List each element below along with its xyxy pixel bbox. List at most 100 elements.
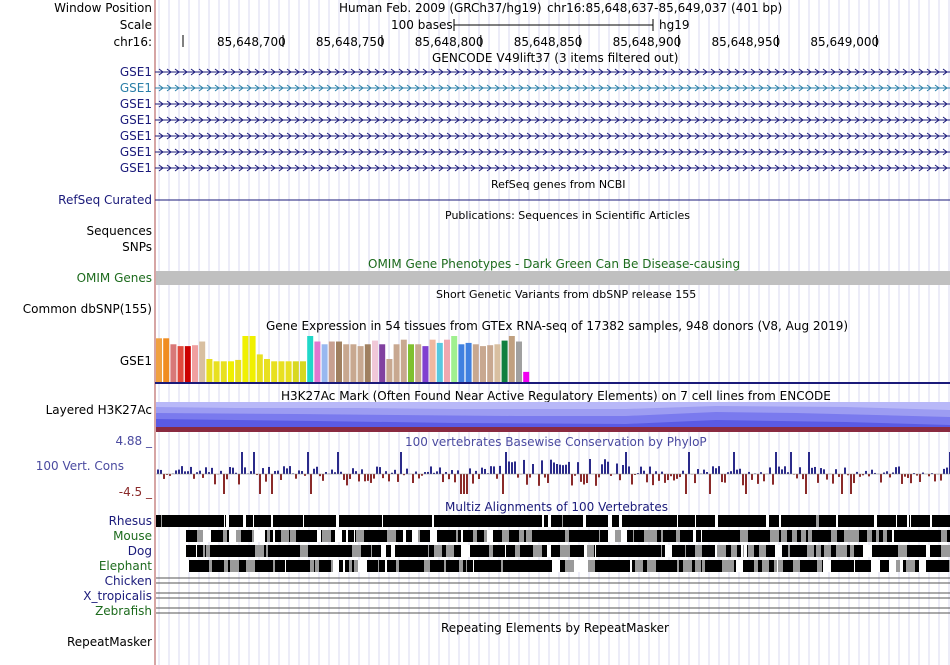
strand-arrow bbox=[198, 100, 204, 108]
h3k27ac-signal[interactable] bbox=[156, 402, 950, 432]
phylop-bar bbox=[496, 474, 498, 479]
multiz-gap bbox=[412, 530, 420, 542]
multiz-gap bbox=[246, 560, 255, 572]
gtex-tissue-bar bbox=[436, 342, 443, 382]
multiz-gap bbox=[715, 545, 718, 557]
strand-arrow bbox=[734, 164, 740, 172]
strand-arrow bbox=[318, 132, 324, 140]
phylop-signal[interactable] bbox=[156, 448, 950, 500]
strand-arrow bbox=[230, 132, 236, 140]
phylop-bar bbox=[517, 474, 519, 478]
h3k27ac-label[interactable]: Layered H3K27Ac bbox=[45, 403, 152, 417]
gtex-tissue-bar bbox=[386, 359, 393, 382]
multiz-alignments[interactable] bbox=[156, 514, 950, 619]
gtex-label[interactable]: GSE1 bbox=[119, 354, 152, 368]
snps-label[interactable]: SNPs bbox=[122, 240, 152, 254]
strand-arrow bbox=[470, 164, 476, 172]
gencode-row-label[interactable]: GSE1 bbox=[119, 129, 152, 143]
strand-arrow bbox=[462, 164, 468, 172]
strand-arrow bbox=[262, 116, 268, 124]
strand-arrow bbox=[622, 68, 628, 76]
multiz-gap bbox=[619, 515, 622, 527]
strand-arrow bbox=[750, 68, 756, 76]
multiz-species-label[interactable]: Mouse bbox=[113, 529, 152, 543]
strand-arrow bbox=[174, 116, 180, 124]
gencode-row-label[interactable]: GSE1 bbox=[119, 65, 152, 79]
gtex-bars[interactable] bbox=[155, 334, 950, 386]
multiz-species-label[interactable]: Rhesus bbox=[108, 514, 152, 528]
multiz-gap bbox=[900, 560, 903, 572]
phylop-bar bbox=[526, 474, 528, 485]
strand-arrow bbox=[766, 132, 772, 140]
strand-arrow bbox=[894, 84, 900, 92]
strand-arrow bbox=[678, 84, 684, 92]
phylop-bar bbox=[781, 469, 783, 474]
phylop-bar bbox=[310, 474, 312, 494]
strand-arrow bbox=[718, 148, 724, 156]
strand-arrow bbox=[566, 164, 572, 172]
gtex-tissue-bar bbox=[422, 346, 429, 382]
strand-arrow bbox=[430, 164, 436, 172]
refseq-label[interactable]: RefSeq Curated bbox=[58, 193, 152, 207]
multiz-gap bbox=[792, 530, 797, 542]
strand-arrow bbox=[334, 132, 340, 140]
strand-arrow bbox=[350, 116, 356, 124]
multiz-species-label[interactable]: Chicken bbox=[104, 574, 152, 588]
phylop-bar bbox=[439, 467, 441, 474]
omim-bar[interactable] bbox=[156, 271, 950, 285]
multiz-species-label[interactable]: Elephant bbox=[98, 559, 152, 573]
strand-arrow bbox=[886, 100, 892, 108]
multiz-species-label[interactable]: Zebrafish bbox=[95, 604, 152, 618]
phylop-bar bbox=[499, 465, 501, 474]
window-position-label: Window Position bbox=[54, 1, 152, 15]
repeatmasker-label[interactable]: RepeatMasker bbox=[66, 635, 152, 649]
strand-arrow bbox=[414, 132, 420, 140]
gencode-row-label[interactable]: GSE1 bbox=[119, 113, 152, 127]
multiz-species-label[interactable]: Dog bbox=[127, 544, 152, 558]
refseq-line[interactable] bbox=[155, 195, 950, 205]
strand-arrow bbox=[446, 100, 452, 108]
sequences-label[interactable]: Sequences bbox=[86, 224, 152, 238]
phylop-bar bbox=[760, 472, 762, 474]
strand-arrow bbox=[902, 100, 908, 108]
multiz-gap bbox=[473, 560, 474, 572]
gencode-transcripts[interactable] bbox=[155, 66, 950, 178]
strand-arrow bbox=[526, 148, 532, 156]
phylop-bar bbox=[694, 474, 696, 484]
gencode-row-label[interactable]: GSE1 bbox=[119, 145, 152, 159]
strand-arrow bbox=[934, 132, 940, 140]
strand-arrow bbox=[254, 100, 260, 108]
strand-arrow bbox=[350, 148, 356, 156]
strand-arrow bbox=[230, 164, 236, 172]
omim-label[interactable]: OMIM Genes bbox=[76, 271, 152, 285]
position-ruler[interactable] bbox=[155, 33, 950, 51]
strand-arrow bbox=[510, 116, 516, 124]
position-text[interactable]: chr16:85,648,637-85,649,037 (401 bp) bbox=[547, 1, 783, 15]
multiz-gap bbox=[333, 560, 339, 572]
strand-arrow bbox=[902, 68, 908, 76]
gencode-row-label[interactable]: GSE1 bbox=[119, 161, 152, 175]
multiz-gap bbox=[358, 530, 364, 542]
strand-arrow bbox=[302, 116, 308, 124]
multiz-gap bbox=[722, 560, 726, 572]
multiz-gap bbox=[461, 545, 470, 557]
gencode-row-label[interactable]: GSE1 bbox=[119, 81, 152, 95]
dbsnp-label[interactable]: Common dbSNP(155) bbox=[22, 302, 152, 316]
strand-arrow bbox=[422, 148, 428, 156]
multiz-gap bbox=[290, 530, 296, 542]
strand-arrow bbox=[406, 100, 412, 108]
gtex-tissue-bar bbox=[393, 344, 400, 382]
phylop-bar bbox=[643, 470, 645, 474]
strand-arrow bbox=[622, 100, 628, 108]
multiz-species-label[interactable]: X_tropicalis bbox=[83, 589, 152, 603]
strand-arrow bbox=[158, 132, 164, 140]
phylop-bar bbox=[433, 472, 435, 474]
strand-arrow bbox=[310, 116, 316, 124]
strand-arrow bbox=[238, 116, 244, 124]
gencode-row-label[interactable]: GSE1 bbox=[119, 97, 152, 111]
phylop-bar bbox=[562, 465, 564, 474]
phylop-label[interactable]: 100 Vert. Cons bbox=[36, 459, 152, 473]
strand-arrow bbox=[942, 100, 948, 108]
multiz-gap bbox=[743, 545, 744, 557]
